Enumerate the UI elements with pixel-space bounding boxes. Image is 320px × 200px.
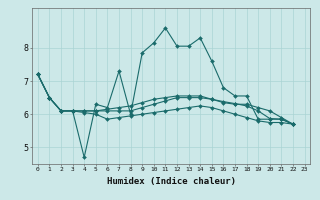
X-axis label: Humidex (Indice chaleur): Humidex (Indice chaleur) <box>107 177 236 186</box>
